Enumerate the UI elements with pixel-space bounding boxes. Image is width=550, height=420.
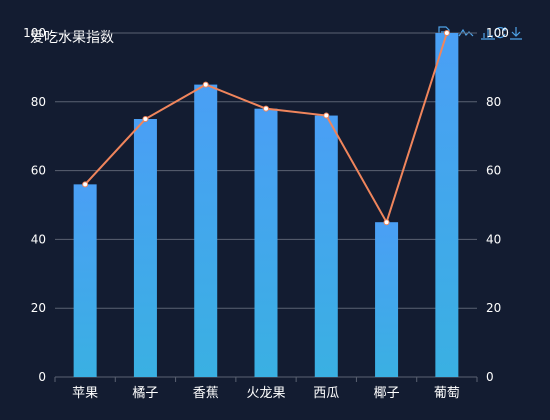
x-tick-label: 橘子 [132, 385, 158, 401]
line-point[interactable] [443, 30, 450, 36]
line-point[interactable] [142, 116, 149, 122]
bar[interactable] [73, 184, 97, 377]
bar-chart-icon[interactable] [480, 25, 496, 41]
y-tick-label-left: 40 [31, 232, 46, 246]
y-tick-label-left: 20 [31, 301, 46, 315]
y-tick-label-right: 0 [486, 370, 494, 384]
x-tick-label: 香蕉 [193, 386, 219, 401]
line-point[interactable] [383, 219, 390, 226]
bar[interactable] [194, 84, 218, 377]
y-tick-label-right: 20 [486, 301, 501, 315]
y-tick-label-left: 80 [31, 95, 46, 109]
line-point[interactable] [82, 181, 89, 188]
bar[interactable] [133, 119, 157, 377]
chart-title: 爱吃水果指数 [30, 30, 114, 46]
y-tick-label-right: 80 [486, 95, 501, 109]
line-point[interactable] [263, 105, 269, 112]
y-tick-label-right: 60 [486, 164, 501, 178]
y-tick-label-left: 0 [38, 370, 46, 384]
y-tick-label-left: 60 [31, 164, 46, 178]
y-tick-label-right: 40 [486, 232, 501, 246]
x-tick-label: 苹果 [72, 386, 98, 401]
bar[interactable] [254, 108, 278, 378]
bar[interactable] [375, 222, 399, 377]
download-icon[interactable] [508, 25, 524, 41]
line-point[interactable] [323, 112, 330, 119]
line-point[interactable] [202, 81, 209, 88]
bar[interactable] [435, 33, 459, 377]
x-tick-label: 火龙果 [246, 386, 285, 401]
x-tick-label: 西瓜 [313, 386, 339, 401]
bar[interactable] [314, 115, 338, 377]
y-tick-label-right: 100 [486, 26, 509, 40]
restore-icon[interactable] [492, 25, 508, 41]
y-tick-label-left: 100 [23, 26, 46, 40]
x-tick-label: 葡萄 [434, 386, 460, 401]
x-tick-label: 椰子 [374, 386, 400, 401]
